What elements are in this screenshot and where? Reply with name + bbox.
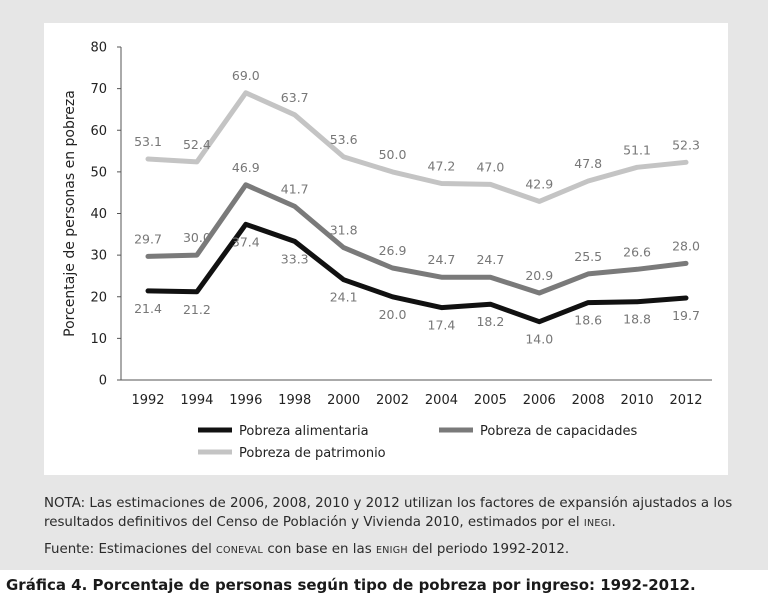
y-tick-label: 20 — [90, 290, 107, 305]
chart-note: NOTA: Las estimaciones de 2006, 2008, 20… — [44, 494, 744, 533]
data-label: 14.0 — [525, 332, 553, 347]
y-tick-label: 10 — [90, 332, 107, 347]
data-label: 47.0 — [476, 159, 504, 174]
data-label: 18.2 — [476, 314, 504, 329]
data-label: 50.0 — [379, 147, 407, 162]
x-tick-label: 2010 — [621, 393, 654, 408]
y-tick-label: 40 — [90, 207, 107, 222]
data-label: 17.4 — [428, 318, 456, 333]
y-tick-label: 70 — [90, 82, 107, 97]
data-label: 41.7 — [281, 181, 309, 196]
chart-source: Fuente: Estimaciones del CONEVAL con bas… — [44, 540, 744, 560]
source-text: Fuente: Estimaciones del — [44, 542, 217, 557]
x-tick-label: 2012 — [669, 393, 702, 408]
data-label: 24.1 — [330, 290, 358, 305]
y-tick-label: 0 — [99, 374, 107, 389]
figure-panel: 0 10 20 30 40 50 60 70 80 1992 1994 1996 1998 2000 200… — [0, 0, 768, 570]
data-label: 42.9 — [525, 176, 553, 191]
data-label: 21.4 — [134, 301, 162, 316]
data-label: 26.6 — [623, 244, 651, 259]
data-label: 19.7 — [672, 308, 700, 323]
data-label: 51.1 — [623, 142, 651, 157]
data-label: 52.3 — [672, 137, 700, 152]
x-tick-label: 1998 — [278, 393, 311, 408]
x-tick-label: 1994 — [180, 393, 213, 408]
data-label: 24.7 — [428, 252, 456, 267]
data-label: 20.0 — [379, 307, 407, 322]
data-label: 69.0 — [232, 68, 260, 83]
series-line-pobreza-de-patrimonio — [145, 90, 689, 204]
data-label: 47.8 — [574, 156, 602, 171]
source-abbr-enigh: ENIGH — [375, 545, 408, 556]
x-tick-label: 2006 — [523, 393, 556, 408]
x-tick-label: 2004 — [425, 393, 458, 408]
data-label: 46.9 — [232, 160, 260, 175]
data-label: 52.4 — [183, 137, 211, 152]
source-text-end: del periodo 1992-2012. — [407, 542, 570, 557]
y-tick-label: 80 — [90, 41, 107, 56]
data-label: 25.5 — [574, 249, 602, 264]
y-tick-label: 50 — [90, 165, 107, 180]
x-tick-label: 1996 — [229, 393, 262, 408]
data-label: 53.1 — [134, 134, 162, 149]
legend-label-pobreza-de-capacidades: Pobreza de capacidades — [480, 424, 638, 439]
series-line-pobreza-de-capacidades — [145, 182, 689, 296]
chart-area: 0 10 20 30 40 50 60 70 80 1992 1994 1996 1998 2000 200… — [44, 23, 728, 475]
data-label: 33.3 — [281, 251, 309, 266]
note-end: . — [611, 515, 616, 530]
line-chart: 0 10 20 30 40 50 60 70 80 1992 1994 1996 1998 2000 200… — [62, 41, 712, 461]
legend-label-pobreza-de-patrimonio: Pobreza de patrimonio — [239, 446, 386, 461]
series-line-pobreza-alimentaria — [145, 221, 689, 325]
data-label: 53.6 — [330, 132, 358, 147]
figure-caption: Gráfica 4. Porcentaje de personas según … — [6, 576, 696, 594]
data-label: 20.9 — [525, 268, 553, 283]
data-label: 30.0 — [183, 230, 211, 245]
x-tick-label: 1992 — [131, 393, 164, 408]
data-label: 24.7 — [476, 252, 504, 267]
y-tick-label: 30 — [90, 249, 107, 264]
legend-label-pobreza-alimentaria: Pobreza alimentaria — [239, 424, 369, 439]
x-tick-label: 2002 — [376, 393, 409, 408]
x-tick-label: 2008 — [572, 393, 605, 408]
data-label: 47.2 — [428, 159, 456, 174]
data-label: 31.8 — [330, 223, 358, 238]
data-label: 18.8 — [623, 312, 651, 327]
data-label: 63.7 — [281, 90, 309, 105]
data-label: 18.6 — [574, 313, 602, 328]
source-abbr-coneval: CONEVAL — [216, 545, 264, 556]
data-label: 28.0 — [672, 238, 700, 253]
y-axis-label: Porcentaje de personas en pobreza — [62, 90, 78, 337]
data-label: 26.9 — [379, 243, 407, 258]
data-label: 37.4 — [232, 234, 260, 249]
source-text-mid: con base en las — [263, 542, 376, 557]
x-tick-label: 2000 — [327, 393, 360, 408]
data-label: 21.2 — [183, 302, 211, 317]
data-label: 29.7 — [134, 231, 162, 246]
x-tick-label: 2005 — [474, 393, 507, 408]
note-text: NOTA: Las estimaciones de 2006, 2008, 20… — [44, 496, 733, 530]
y-tick-label: 60 — [90, 124, 107, 139]
note-abbr-inegi: INEGI — [583, 518, 612, 529]
